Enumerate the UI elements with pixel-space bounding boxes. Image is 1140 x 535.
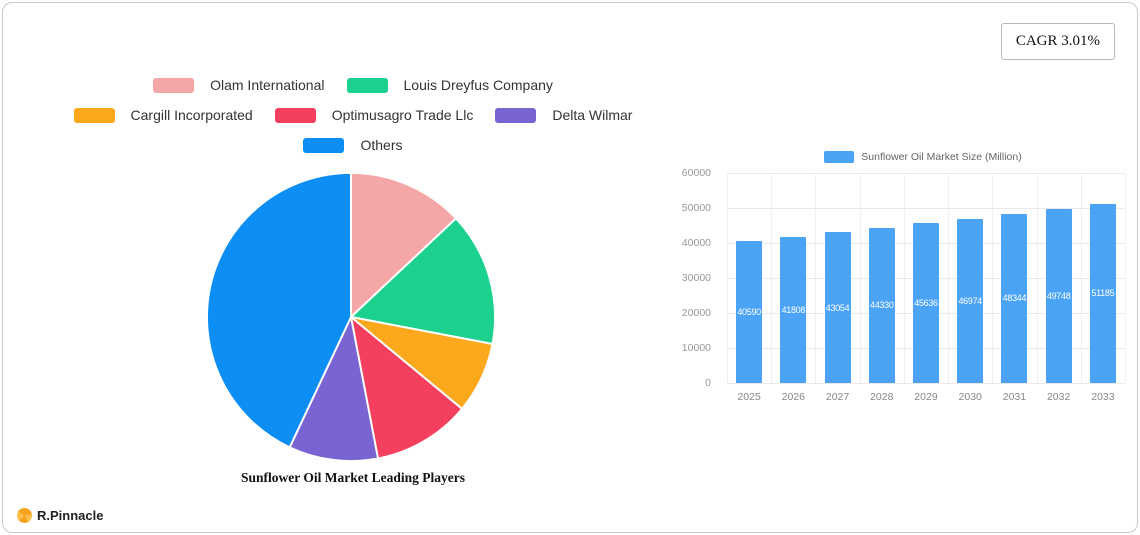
bar-2033[interactable] <box>1089 203 1116 383</box>
bar-2032[interactable] <box>1045 208 1072 383</box>
y-axis-label: 50000 <box>681 202 711 214</box>
gridline <box>992 173 994 383</box>
x-axis-label: 2025 <box>737 391 761 403</box>
gridline <box>1080 173 1082 383</box>
x-axis-label: 2027 <box>825 391 850 403</box>
legend-item-optimusagro-trade-llc[interactable]: Optimusagro Trade Llc <box>274 107 474 123</box>
gridline <box>859 173 861 383</box>
bar-2028[interactable] <box>868 227 895 383</box>
y-axis-label: 60000 <box>681 167 711 179</box>
x-axis-label: 2030 <box>958 391 982 403</box>
gridline <box>727 208 1125 209</box>
pie-slice-delta-wilmar[interactable] <box>288 316 379 463</box>
bar-legend-label: Sunflower Oil Market Size (Million) <box>861 151 1022 163</box>
bar-value-label: 51185 <box>1091 288 1115 299</box>
y-axis-label: 30000 <box>681 272 711 284</box>
cagr-badge: CAGR 3.01% <box>1000 23 1115 60</box>
pie-legend: Olam International Louis Dreyfus Company… <box>3 77 703 153</box>
legend-label: Cargill Incorporated <box>130 107 253 123</box>
bar-chart-legend[interactable]: Sunflower Oil Market Size (Million) <box>703 151 1140 163</box>
legend-swatch-icon <box>346 77 388 93</box>
y-axis-label: 0 <box>705 377 711 389</box>
pie-slice-others[interactable] <box>206 171 352 449</box>
legend-row: Others <box>3 137 703 153</box>
bar-value-label: 44330 <box>870 300 894 311</box>
x-axis-label: 2026 <box>781 391 805 403</box>
legend-swatch-icon <box>495 107 537 123</box>
gridline <box>1125 173 1126 383</box>
legend-item-louis-dreyfus-company[interactable]: Louis Dreyfus Company <box>346 77 553 93</box>
bar-chart-plot: 40590 41808 43054 44330 45636 46974 48344 49748… <box>727 173 1126 384</box>
gridline <box>727 173 728 383</box>
brand-name: R.Pinnacle <box>37 508 104 523</box>
pie-chart-title: Sunflower Oil Market Leading Players <box>241 470 465 485</box>
bar-2029[interactable] <box>913 223 939 383</box>
y-axis-label: 20000 <box>681 307 711 319</box>
bar-value-label: 49748 <box>1046 290 1071 301</box>
x-axis-label: 2031 <box>1002 391 1027 403</box>
legend-label: Optimusagro Trade Llc <box>331 107 474 123</box>
legend-swatch-icon <box>303 137 345 153</box>
x-axis-label: 2029 <box>914 391 938 403</box>
legend-swatch-icon <box>274 107 316 123</box>
gridline <box>771 173 773 383</box>
bar-2025[interactable] <box>736 240 763 383</box>
legend-item-cargill-incorporated[interactable]: Cargill Incorporated <box>73 107 253 123</box>
bar-chart-x-axis: 2025 2026 2027 2028 2029 2030 2031 2032 2033 <box>727 391 1125 407</box>
gridline <box>903 173 905 383</box>
pie-slice-optimusagro-trade-llc[interactable] <box>350 316 463 460</box>
gridline <box>948 173 950 383</box>
x-axis-label: 2033 <box>1091 391 1115 403</box>
pie-slice-louis-dreyfus-company[interactable] <box>350 217 497 345</box>
y-axis-label: 10000 <box>681 342 711 354</box>
gridline <box>815 173 817 383</box>
bar-value-label: 48344 <box>1002 293 1027 304</box>
bar-2027[interactable] <box>824 232 851 383</box>
legend-label: Others <box>360 137 403 153</box>
legend-label: Olam International <box>210 77 325 93</box>
gridline <box>1036 173 1038 383</box>
bar-value-label: 41808 <box>781 304 806 315</box>
legend-label: Louis Dreyfus Company <box>403 77 553 93</box>
bar-legend-swatch-icon <box>824 151 855 163</box>
legend-item-delta-wilmar[interactable]: Delta Wilmar <box>495 107 632 123</box>
bar-2031[interactable] <box>1001 213 1028 383</box>
bar-value-label: 43054 <box>825 302 850 313</box>
legend-row: Olam International Louis Dreyfus Company <box>3 77 703 93</box>
pie-chart-svg <box>206 171 497 463</box>
x-axis-label: 2028 <box>870 391 894 403</box>
legend-swatch-icon <box>73 107 115 123</box>
legend-swatch-icon <box>153 77 195 93</box>
legend-item-olam-international[interactable]: Olam International <box>153 77 325 93</box>
gridline <box>727 173 1125 174</box>
brand-footer: R.Pinnacle <box>17 508 103 523</box>
pie-slice-olam-international[interactable] <box>350 171 457 318</box>
pie-chart <box>203 169 499 465</box>
gridline <box>727 383 1125 384</box>
brand-logo-icon <box>17 508 32 523</box>
legend-row: Cargill Incorporated Optimusagro Trade L… <box>3 107 703 123</box>
bar-value-label: 40590 <box>737 306 761 317</box>
bar-chart-y-axis: 0 10000 20000 30000 40000 50000 60000 <box>663 167 719 389</box>
y-axis-label: 40000 <box>681 237 711 249</box>
x-axis-label: 2032 <box>1046 391 1071 403</box>
bar-value-label: 45636 <box>914 298 938 309</box>
bar-2030[interactable] <box>957 218 984 383</box>
legend-item-others[interactable]: Others <box>303 137 403 153</box>
bar-2026[interactable] <box>780 236 807 383</box>
legend-label: Delta Wilmar <box>552 107 633 123</box>
bar-value-label: 46974 <box>958 295 982 306</box>
